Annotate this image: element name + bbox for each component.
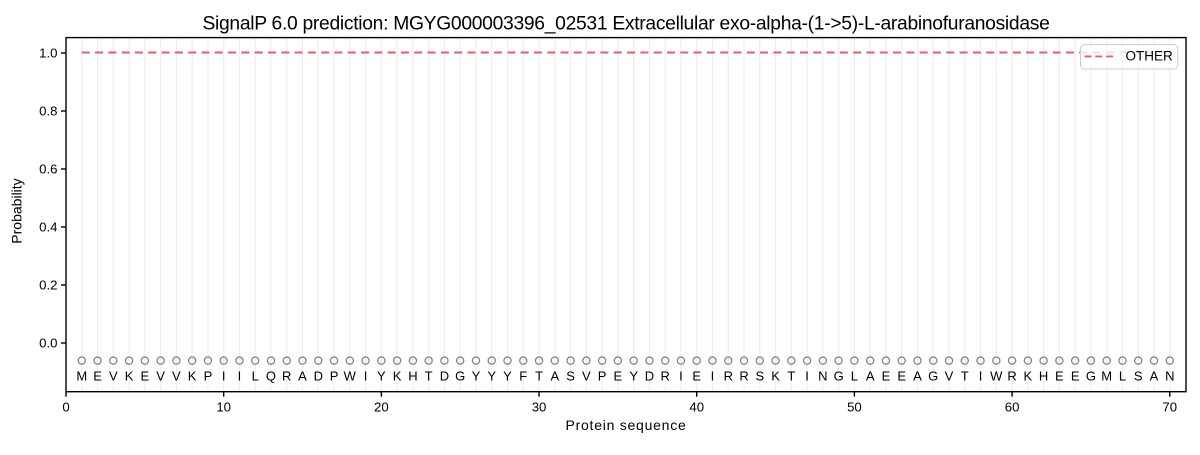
svg-text:V: V xyxy=(945,368,954,383)
svg-text:G: G xyxy=(455,368,465,383)
svg-text:OTHER: OTHER xyxy=(1126,48,1174,63)
svg-text:I: I xyxy=(238,368,242,383)
svg-text:K: K xyxy=(393,368,402,383)
svg-text:I: I xyxy=(222,368,226,383)
svg-text:K: K xyxy=(125,368,134,383)
svg-text:A: A xyxy=(1150,368,1159,383)
svg-text:E: E xyxy=(882,368,891,383)
svg-text:R: R xyxy=(1007,368,1016,383)
svg-text:0.4: 0.4 xyxy=(39,220,57,235)
svg-text:Y: Y xyxy=(487,368,496,383)
svg-text:D: D xyxy=(314,368,323,383)
svg-text:E: E xyxy=(141,368,150,383)
svg-text:K: K xyxy=(771,368,780,383)
svg-text:N: N xyxy=(1165,368,1174,383)
svg-text:70: 70 xyxy=(1162,400,1177,415)
svg-text:1.0: 1.0 xyxy=(39,46,57,61)
svg-text:A: A xyxy=(913,368,922,383)
svg-text:I: I xyxy=(679,368,683,383)
svg-text:R: R xyxy=(660,368,669,383)
svg-text:T: T xyxy=(425,368,433,383)
svg-text:H: H xyxy=(1039,368,1048,383)
svg-text:G: G xyxy=(928,368,938,383)
svg-text:A: A xyxy=(550,368,559,383)
svg-text:L: L xyxy=(851,368,858,383)
svg-text:30: 30 xyxy=(532,400,547,415)
svg-text:F: F xyxy=(519,368,527,383)
svg-text:T: T xyxy=(535,368,543,383)
svg-text:T: T xyxy=(961,368,969,383)
svg-text:W: W xyxy=(344,368,357,383)
svg-text:S: S xyxy=(755,368,764,383)
svg-text:V: V xyxy=(156,368,165,383)
svg-text:60: 60 xyxy=(1005,400,1020,415)
svg-text:I: I xyxy=(979,368,983,383)
svg-text:50: 50 xyxy=(847,400,862,415)
svg-text:V: V xyxy=(109,368,118,383)
svg-text:0.0: 0.0 xyxy=(39,336,57,351)
svg-text:S: S xyxy=(566,368,575,383)
svg-text:40: 40 xyxy=(689,400,704,415)
svg-text:Probability: Probability xyxy=(9,178,25,243)
svg-text:T: T xyxy=(787,368,795,383)
svg-text:Q: Q xyxy=(266,368,276,383)
svg-text:E: E xyxy=(897,368,906,383)
svg-text:E: E xyxy=(1071,368,1080,383)
svg-text:V: V xyxy=(582,368,591,383)
svg-text:A: A xyxy=(298,368,307,383)
svg-text:L: L xyxy=(1119,368,1126,383)
svg-text:H: H xyxy=(408,368,417,383)
svg-text:M: M xyxy=(76,368,87,383)
svg-text:Y: Y xyxy=(377,368,386,383)
svg-text:E: E xyxy=(614,368,623,383)
svg-text:SignalP 6.0 prediction: MGYG00: SignalP 6.0 prediction: MGYG000003396_02… xyxy=(202,13,1049,34)
svg-text:Protein sequence: Protein sequence xyxy=(566,417,687,433)
svg-text:K: K xyxy=(188,368,197,383)
svg-text:0.2: 0.2 xyxy=(39,278,57,293)
svg-text:W: W xyxy=(990,368,1003,383)
svg-text:G: G xyxy=(1086,368,1096,383)
svg-text:0: 0 xyxy=(62,400,69,415)
svg-text:D: D xyxy=(645,368,654,383)
svg-text:E: E xyxy=(692,368,701,383)
svg-text:E: E xyxy=(93,368,102,383)
svg-text:Y: Y xyxy=(629,368,638,383)
svg-text:I: I xyxy=(364,368,368,383)
svg-text:I: I xyxy=(805,368,809,383)
svg-text:E: E xyxy=(1055,368,1064,383)
svg-text:10: 10 xyxy=(216,400,231,415)
svg-text:Y: Y xyxy=(503,368,512,383)
svg-text:S: S xyxy=(1134,368,1143,383)
svg-text:V: V xyxy=(172,368,181,383)
svg-text:P: P xyxy=(598,368,607,383)
svg-text:A: A xyxy=(866,368,875,383)
svg-text:R: R xyxy=(724,368,733,383)
svg-text:D: D xyxy=(440,368,449,383)
svg-text:R: R xyxy=(739,368,748,383)
svg-text:20: 20 xyxy=(374,400,389,415)
svg-text:M: M xyxy=(1101,368,1112,383)
svg-text:0.8: 0.8 xyxy=(39,104,57,119)
svg-text:G: G xyxy=(834,368,844,383)
svg-text:L: L xyxy=(252,368,259,383)
svg-text:K: K xyxy=(1024,368,1033,383)
svg-text:0.6: 0.6 xyxy=(39,162,57,177)
svg-text:P: P xyxy=(204,368,213,383)
svg-text:N: N xyxy=(818,368,827,383)
svg-text:Y: Y xyxy=(472,368,481,383)
svg-text:P: P xyxy=(330,368,339,383)
svg-text:R: R xyxy=(282,368,291,383)
svg-text:I: I xyxy=(711,368,715,383)
